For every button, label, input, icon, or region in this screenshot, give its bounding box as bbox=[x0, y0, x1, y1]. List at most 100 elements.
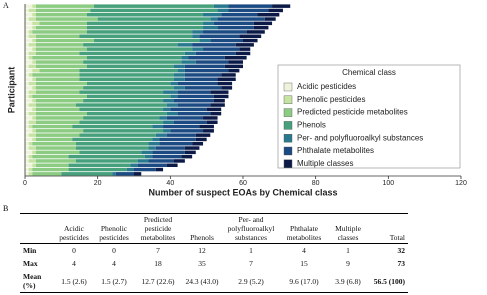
bar-segment bbox=[184, 64, 225, 69]
bar-segment bbox=[155, 146, 185, 150]
bar-segment bbox=[28, 103, 36, 107]
bar-segment bbox=[28, 142, 33, 146]
bar-segment bbox=[213, 99, 225, 103]
x-tick-label: 20 bbox=[94, 180, 102, 187]
bar-segment bbox=[210, 103, 225, 107]
bar-segment bbox=[86, 21, 204, 26]
bar-segment bbox=[228, 60, 243, 64]
bar-segment bbox=[181, 60, 196, 64]
bar-segment bbox=[264, 17, 276, 21]
bar-segment bbox=[28, 73, 33, 77]
bar-segment bbox=[170, 129, 204, 133]
bar-segment bbox=[199, 34, 240, 38]
bar-segment bbox=[163, 90, 178, 94]
bar-segment bbox=[235, 43, 254, 47]
bar-segment bbox=[25, 73, 29, 77]
x-tick-label: 100 bbox=[382, 180, 394, 187]
bar-segment bbox=[25, 77, 33, 81]
legend-label: Per- and polyfluoroalkyl substances bbox=[297, 133, 423, 142]
bar-segment bbox=[184, 73, 222, 77]
bar-segment bbox=[25, 159, 29, 163]
bar-segment bbox=[272, 4, 291, 8]
bar-segment bbox=[32, 86, 36, 90]
bar-segment bbox=[25, 64, 29, 69]
bar-segment bbox=[257, 13, 280, 17]
bar-segment bbox=[68, 154, 145, 159]
bar-segment bbox=[28, 8, 36, 13]
x-tick-label: 0 bbox=[23, 180, 27, 187]
bar-segment bbox=[28, 56, 33, 60]
bar-segment bbox=[213, 21, 254, 26]
bar-segment bbox=[75, 159, 138, 163]
bar-segment bbox=[28, 90, 36, 94]
bar-segment bbox=[32, 13, 36, 17]
bar-segment bbox=[184, 150, 196, 155]
bar-segment bbox=[177, 43, 193, 47]
table-cell: 0 bbox=[112, 246, 116, 255]
bar-segment bbox=[25, 86, 33, 90]
bar-segment bbox=[152, 154, 182, 159]
column-header: Acidic pesticides bbox=[54, 213, 94, 244]
bar-segment bbox=[25, 38, 33, 43]
bar-segment bbox=[86, 13, 204, 17]
bar-segment bbox=[28, 154, 33, 159]
bar-segment bbox=[228, 8, 269, 13]
bar-segment bbox=[86, 30, 193, 34]
bar-segment bbox=[192, 47, 204, 51]
table-body: Min 0 0 7 12 1 4 1 32 Max 4 4 18 35 7 15 9 73 Mean (%) 1.5 … bbox=[20, 244, 408, 293]
bar-segment bbox=[25, 17, 29, 21]
bar-segment bbox=[35, 159, 76, 163]
bar-segment bbox=[32, 129, 36, 133]
table-cell: 2.9 (5.2) bbox=[222, 270, 280, 293]
bar-segment bbox=[28, 133, 36, 137]
bar-segment bbox=[203, 13, 222, 17]
bar-segment bbox=[192, 30, 204, 34]
table-cell: 1 bbox=[346, 246, 350, 255]
bar-segment bbox=[32, 99, 36, 103]
column-header: Per- and polyfluoroalkyl substances bbox=[222, 213, 280, 244]
table-row: Min 0 0 7 12 1 4 1 32 bbox=[20, 244, 408, 258]
bar-segment bbox=[83, 99, 164, 103]
bar-segment bbox=[35, 163, 69, 167]
bar-segment bbox=[148, 142, 160, 146]
bar-segment bbox=[166, 116, 204, 120]
bar-segment bbox=[86, 25, 204, 30]
bar-segment bbox=[184, 51, 196, 56]
bar-segment bbox=[25, 163, 33, 167]
bar-segment bbox=[166, 133, 196, 137]
bar-segment bbox=[177, 111, 211, 116]
bar-segment bbox=[195, 133, 211, 137]
bar-segment bbox=[195, 51, 236, 56]
bar-segment bbox=[25, 111, 29, 116]
bar-segment bbox=[152, 137, 160, 142]
bar-segment bbox=[39, 21, 87, 26]
bar-segment bbox=[173, 120, 207, 124]
bar-segment bbox=[206, 107, 222, 112]
x-axis-title: Number of suspect EOAs by Chemical class bbox=[148, 187, 337, 197]
bar-segment bbox=[137, 159, 149, 163]
bar-segment bbox=[32, 167, 69, 172]
row-label: Min bbox=[23, 246, 37, 255]
bar-segment bbox=[32, 142, 76, 146]
bar-segment bbox=[75, 142, 149, 146]
bar-segment bbox=[203, 129, 214, 133]
bar-segment bbox=[32, 73, 80, 77]
table-cell: 12.7 (22.6) bbox=[134, 270, 182, 293]
corner-cell bbox=[20, 213, 54, 244]
bar-segment bbox=[126, 167, 134, 172]
bar-segment bbox=[25, 81, 29, 86]
bar-segment bbox=[199, 38, 211, 43]
table-cell: 1.5 (2.6) bbox=[54, 270, 94, 293]
bar-segment bbox=[173, 64, 185, 69]
bar-segment bbox=[32, 68, 40, 73]
bar-segment bbox=[141, 150, 153, 155]
summary-table: Acidic pesticides Phenolic pesticides Pred… bbox=[20, 213, 408, 293]
bar-segment bbox=[184, 86, 222, 90]
bar-segment bbox=[188, 56, 225, 60]
bar-segment bbox=[155, 167, 164, 172]
bar-segment bbox=[28, 94, 33, 99]
row-label: Max bbox=[23, 259, 38, 268]
legend-swatch bbox=[283, 95, 293, 105]
bar-segment bbox=[28, 146, 36, 150]
table-cell: 24.3 (43.0) bbox=[182, 270, 222, 293]
